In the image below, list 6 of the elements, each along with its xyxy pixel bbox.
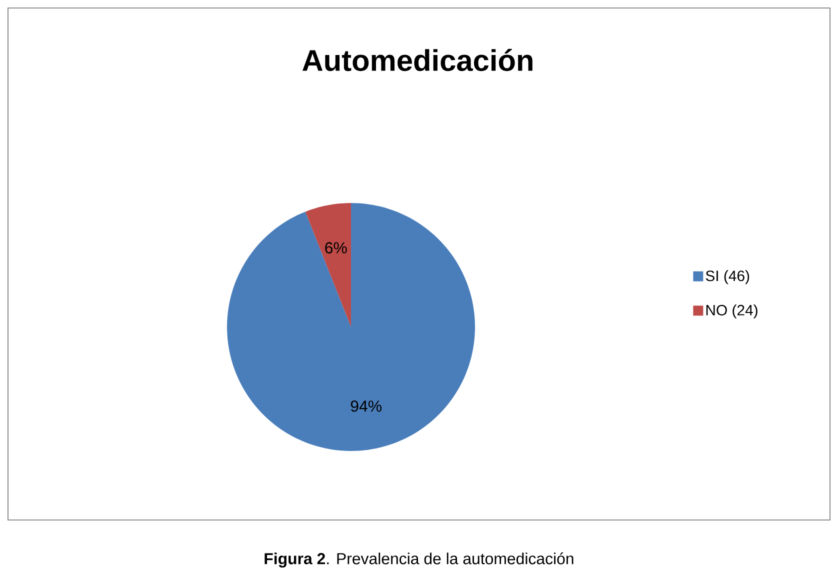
chart-title: Automedicación (302, 48, 532, 72)
legend-label: NO (24) (706, 304, 758, 318)
data-label: 94% (350, 400, 382, 412)
legend-label: SI (46) (706, 270, 750, 284)
data-label: 6% (325, 242, 347, 254)
text: Figura 2. Prevalencia de la automedicación (264, 552, 574, 568)
